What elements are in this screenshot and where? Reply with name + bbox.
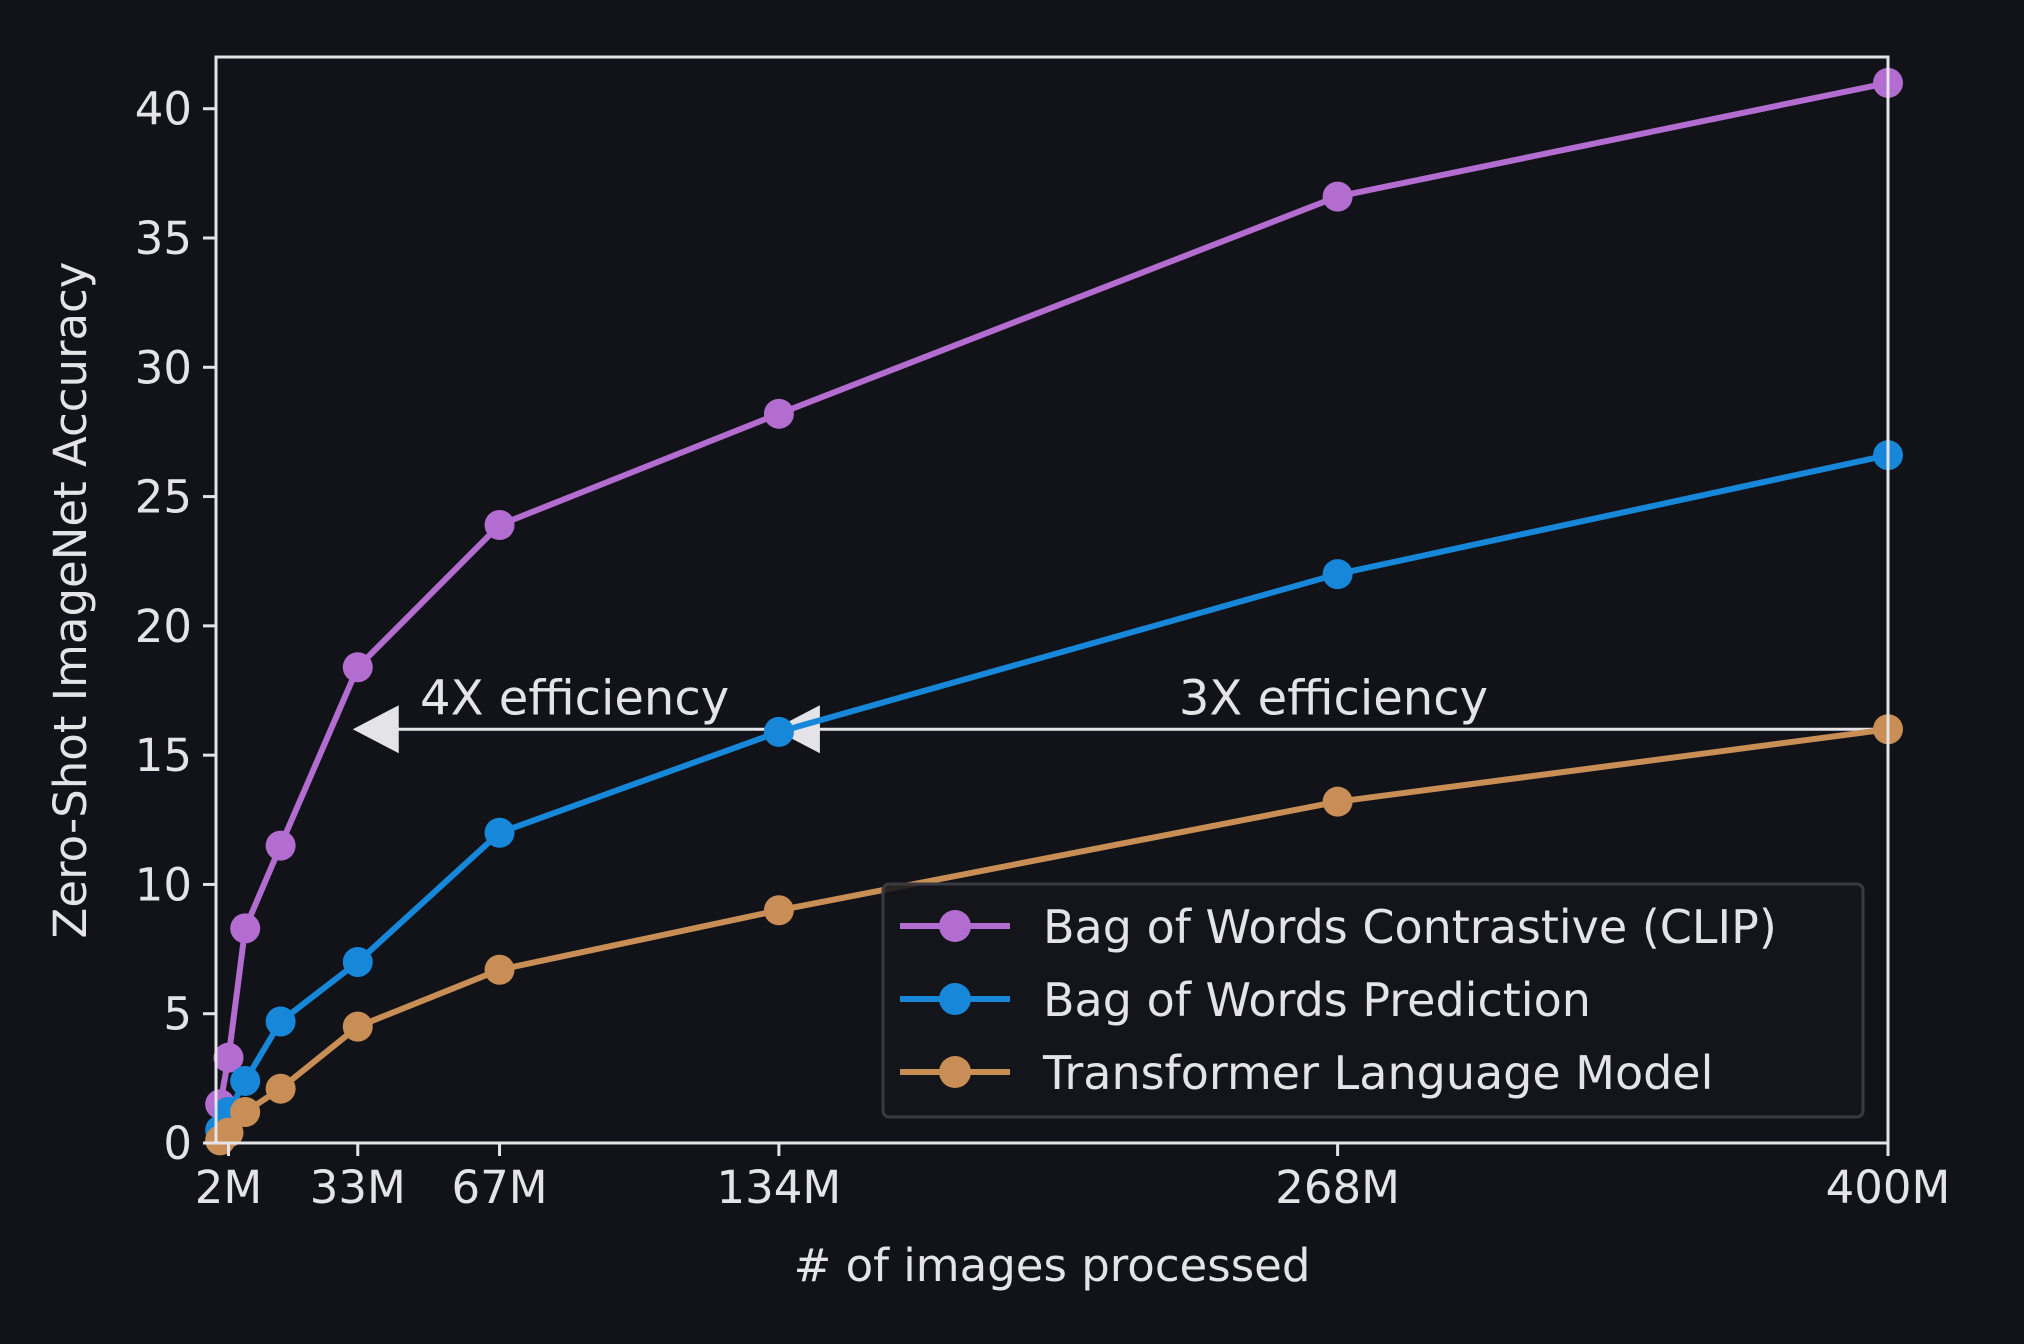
data-point xyxy=(763,716,794,747)
y-tick-label: 15 xyxy=(135,729,192,782)
x-tick-label: 2M xyxy=(195,1161,262,1214)
data-point xyxy=(230,913,261,944)
legend-box xyxy=(881,882,1865,1119)
y-tick-label: 30 xyxy=(135,341,192,394)
series-lines xyxy=(205,67,1903,1156)
legend-swatch-marker xyxy=(939,1056,971,1088)
data-point xyxy=(484,954,515,985)
legend-swatch-marker xyxy=(939,910,971,942)
data-point xyxy=(484,817,515,848)
x-tick-label: 268M xyxy=(1275,1161,1400,1214)
data-point xyxy=(213,1042,244,1073)
data-point xyxy=(763,398,794,429)
data-point xyxy=(484,510,515,541)
data-point xyxy=(213,1117,244,1148)
data-point xyxy=(1322,786,1353,817)
x-tick-label: 134M xyxy=(717,1161,842,1214)
data-point xyxy=(230,1096,261,1127)
y-tick-label: 20 xyxy=(135,600,192,653)
data-point xyxy=(265,1006,296,1037)
legend-label: Bag of Words Contrastive (CLIP) xyxy=(1043,900,1777,954)
legend: Bag of Words Contrastive (CLIP) Bag of Wo… xyxy=(881,882,1865,1119)
y-tick-label: 10 xyxy=(135,858,192,911)
annotation-label: 3X efficiency xyxy=(1179,670,1488,726)
data-point xyxy=(1322,181,1353,212)
data-point xyxy=(763,895,794,926)
legend-label: Bag of Words Prediction xyxy=(1043,973,1591,1027)
y-tick-label: 35 xyxy=(135,212,192,265)
series-2 xyxy=(205,714,1903,1156)
y-tick-label: 0 xyxy=(163,1117,192,1170)
x-tick-label: 67M xyxy=(451,1161,547,1214)
x-tick-label: 400M xyxy=(1826,1161,1951,1214)
x-axis-ticks: 2M 33M 67M 134M 268M 400M xyxy=(195,1143,1951,1214)
annotations: 4X efficiency 3X efficiency xyxy=(352,670,1888,754)
data-point xyxy=(342,947,373,977)
data-point xyxy=(342,652,373,683)
data-point xyxy=(230,1065,261,1096)
legend-swatch-marker xyxy=(939,983,971,1015)
y-axis-label: Zero-Shot ImageNet Accuracy xyxy=(44,262,97,939)
x-tick-label: 33M xyxy=(310,1161,406,1214)
x-axis-label: # of images processed xyxy=(794,1239,1311,1292)
annotation-arrow-head xyxy=(352,705,399,754)
plot-frame xyxy=(214,55,1890,1145)
series-0 xyxy=(205,67,1903,1120)
data-point xyxy=(342,1011,373,1042)
y-tick-label: 25 xyxy=(135,471,192,524)
y-axis-ticks: 0 5 10 15 20 25 30 35 40 xyxy=(135,83,216,1170)
data-point xyxy=(1322,559,1353,590)
y-tick-label: 40 xyxy=(135,83,192,136)
legend-label: Transformer Language Model xyxy=(1042,1046,1713,1100)
annotation-label: 4X efficiency xyxy=(420,670,729,726)
data-point xyxy=(265,830,296,861)
data-point xyxy=(265,1073,296,1104)
y-tick-label: 5 xyxy=(163,988,192,1041)
